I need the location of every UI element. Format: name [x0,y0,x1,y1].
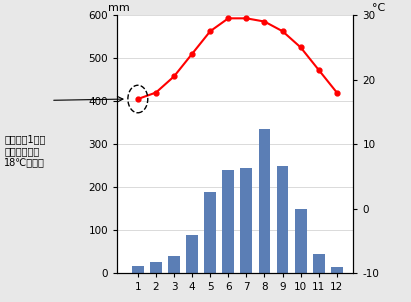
Text: mm: mm [108,2,129,12]
Bar [222,170,234,273]
Bar [150,262,162,273]
Text: °C: °C [372,2,386,12]
Bar [186,236,198,273]
Bar [259,129,270,273]
Bar [295,209,307,273]
Text: 最寒月（1月）
の平均気温が
18℃以下。: 最寒月（1月） の平均気温が 18℃以下。 [4,134,46,168]
Bar [204,192,216,273]
Bar [132,265,144,273]
Bar [331,267,343,273]
Bar [168,256,180,273]
Bar [313,254,325,273]
Bar [240,168,252,273]
Bar [277,166,289,273]
